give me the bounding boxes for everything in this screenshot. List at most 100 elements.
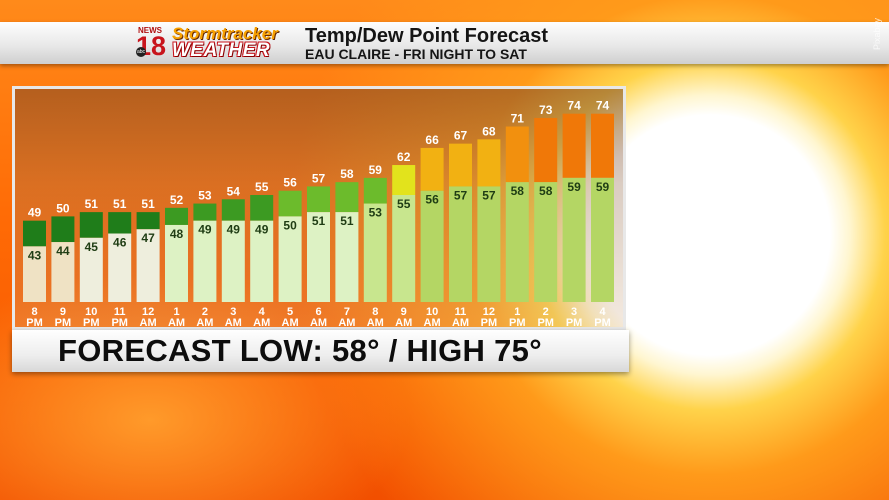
x-tick-hour: 2 <box>543 306 549 318</box>
dew-bar <box>505 182 529 302</box>
x-tick-ampm: AM <box>310 317 327 329</box>
x-tick-ampm: PM <box>509 317 526 329</box>
dew-label: 51 <box>340 214 354 228</box>
dew-label: 53 <box>369 206 383 220</box>
dew-bar <box>23 246 46 302</box>
dew-label: 43 <box>28 248 42 262</box>
x-tick-hour: 3 <box>230 306 236 318</box>
temp-label: 67 <box>454 129 468 143</box>
dew-bar <box>449 186 472 302</box>
x-tick-hour: 8 <box>372 306 378 318</box>
station-logo: NEWS 18 abc Stormtracker WEATHER <box>136 24 298 62</box>
dew-label: 44 <box>56 244 70 258</box>
temp-bar <box>79 212 103 238</box>
forecast-low-high: FORECAST LOW: 58° / HIGH 75° <box>58 333 542 368</box>
x-tick-ampm: PM <box>111 317 128 329</box>
x-tick-ampm: PM <box>55 317 72 329</box>
temp-label: 58 <box>340 167 354 181</box>
x-tick-ampm: PM <box>566 317 583 329</box>
x-tick-ampm: AM <box>338 317 355 329</box>
x-tick-ampm: PM <box>594 317 611 329</box>
dew-label: 57 <box>482 188 496 202</box>
temp-label: 62 <box>397 150 411 164</box>
dew-bar <box>562 177 586 302</box>
temp-bar <box>477 139 501 187</box>
chart-title: Temp/Dew Point Forecast <box>305 25 549 47</box>
dew-label: 51 <box>312 214 326 228</box>
temp-bar <box>505 126 529 183</box>
x-tick-hour: 5 <box>287 306 293 318</box>
x-tick-hour: 1 <box>514 306 520 318</box>
temp-label: 53 <box>198 189 212 203</box>
chart-area: 49 43 8 PM 50 44 9 PM 51 45 10 PM 51 46 11 PM 51 47 12 AM 52… <box>12 86 626 330</box>
dew-label: 48 <box>170 227 184 241</box>
dew-label: 55 <box>397 197 411 211</box>
dew-bar <box>165 224 188 302</box>
dew-bar <box>534 182 558 302</box>
x-tick-ampm: AM <box>196 317 213 329</box>
dew-bar <box>307 212 330 302</box>
dew-bar <box>420 190 444 302</box>
chart-subtitle: EAU CLAIRE - FRI NIGHT TO SAT <box>305 46 527 62</box>
x-tick-hour: 9 <box>401 306 407 318</box>
temp-bar <box>51 216 75 243</box>
temp-bar <box>335 182 359 213</box>
temp-bar <box>108 212 132 234</box>
x-tick-hour: 11 <box>455 306 467 318</box>
dew-label: 49 <box>255 223 269 237</box>
x-tick-hour: 8 <box>31 306 37 318</box>
temp-label: 54 <box>227 184 241 198</box>
temp-bar <box>307 186 330 213</box>
dew-bar <box>51 242 75 302</box>
temp-bar <box>278 190 302 217</box>
x-tick-ampm: PM <box>83 317 100 329</box>
dew-label: 59 <box>567 180 581 194</box>
temp-label: 68 <box>482 124 496 138</box>
dew-label: 49 <box>198 223 212 237</box>
x-tick-ampm: AM <box>168 317 185 329</box>
dew-label: 58 <box>511 184 525 198</box>
x-tick-hour: 10 <box>85 306 97 318</box>
temp-label: 50 <box>56 201 70 215</box>
dew-bar <box>591 177 614 302</box>
temp-label: 49 <box>28 206 42 220</box>
x-tick-hour: 9 <box>60 306 66 318</box>
temp-label: 51 <box>141 197 155 211</box>
dew-bar <box>136 229 160 302</box>
x-tick-hour: 11 <box>114 306 126 318</box>
x-tick-hour: 7 <box>344 306 350 318</box>
temp-label: 59 <box>369 163 383 177</box>
temp-label: 73 <box>539 103 553 117</box>
x-tick-ampm: PM <box>481 317 498 329</box>
dew-bar <box>221 220 245 302</box>
x-tick-hour: 12 <box>483 306 495 318</box>
dew-bar <box>363 203 387 302</box>
temp-bar <box>23 220 46 247</box>
temp-dew-chart: 49438PM50449PM514510PM514611PM514712AM52… <box>23 99 614 329</box>
x-tick-hour: 6 <box>315 306 321 318</box>
temp-bar <box>165 207 188 225</box>
dew-label: 45 <box>85 240 99 254</box>
x-tick-hour: 1 <box>173 306 179 318</box>
logo-weather-text: WEATHER <box>172 40 271 61</box>
image-credit: Pixabay <box>872 17 882 50</box>
temp-bar <box>420 147 444 191</box>
temp-bar <box>193 203 217 221</box>
temp-bar <box>591 113 614 178</box>
dew-bar <box>79 237 103 302</box>
temp-label: 52 <box>170 193 184 207</box>
temp-label: 57 <box>312 171 326 185</box>
dew-label: 57 <box>454 188 468 202</box>
temp-bar <box>221 199 245 221</box>
dew-bar <box>392 195 416 302</box>
temp-bar <box>562 113 586 178</box>
x-tick-hour: 4 <box>599 306 606 318</box>
x-tick-ampm: AM <box>253 317 270 329</box>
dew-bar <box>477 186 501 302</box>
x-tick-hour: 3 <box>571 306 577 318</box>
forecast-bar: FORECAST LOW: 58° / HIGH 75° <box>12 330 629 372</box>
dew-label: 46 <box>113 236 127 250</box>
temp-bar <box>449 143 472 187</box>
x-tick-ampm: AM <box>367 317 384 329</box>
temp-label: 51 <box>113 197 127 211</box>
